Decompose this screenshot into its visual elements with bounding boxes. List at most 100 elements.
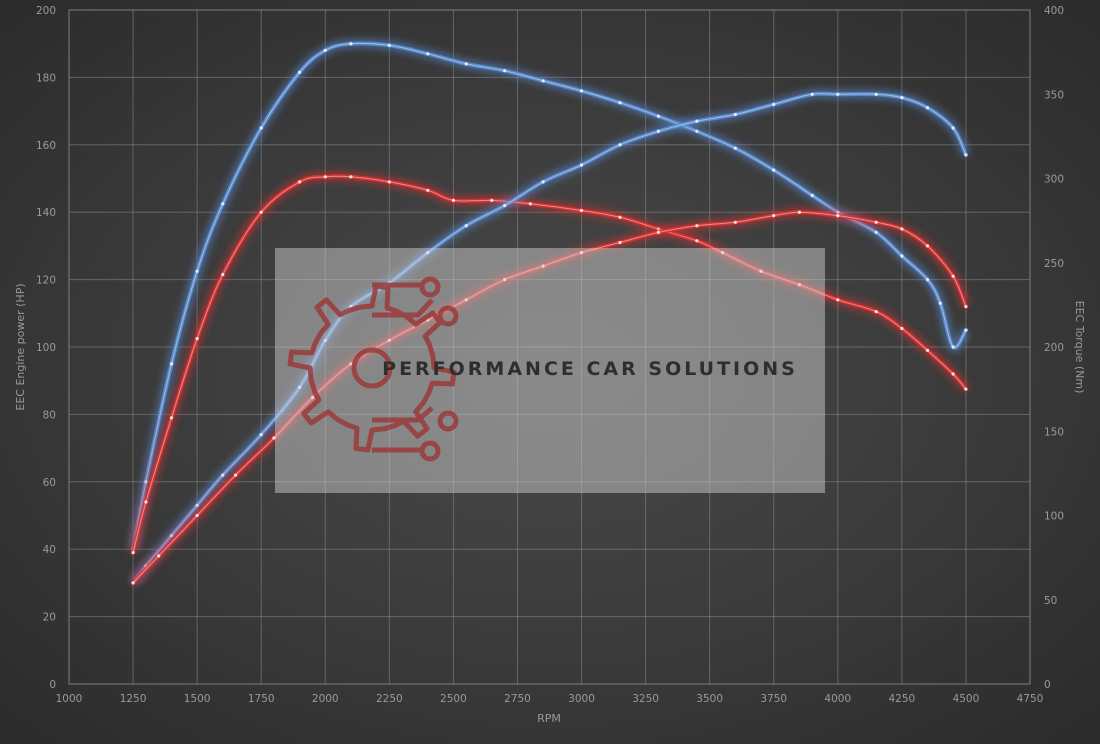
data-point [951, 345, 955, 349]
data-point [259, 126, 263, 130]
x-tick-label: 4250 [888, 693, 915, 705]
x-tick-labels: 1000 1250 1500 1750 2000 2250 2500 2750 3000 3250… [56, 693, 1044, 705]
data-point [323, 175, 327, 179]
y2-tick-label: 400 [1044, 5, 1064, 17]
data-point [733, 146, 737, 150]
y2-tick-label: 100 [1044, 511, 1064, 523]
data-point [810, 92, 814, 96]
data-point [579, 208, 584, 213]
data-point [759, 269, 763, 273]
gear-circuit-icon [287, 276, 459, 462]
data-point [695, 119, 699, 123]
data-point [503, 69, 507, 73]
x-tick-label: 4750 [1017, 693, 1044, 705]
watermark-brand-text: PERFORMANCE CAR SOLUTIONS [382, 358, 798, 380]
y-tick-label: 180 [36, 72, 56, 84]
data-point [938, 301, 942, 305]
y-tick-label: 140 [36, 207, 56, 219]
data-point [541, 264, 545, 268]
plot-frame [68, 9, 1031, 685]
y-tick-label: 160 [36, 140, 56, 152]
data-point [528, 202, 532, 206]
data-point [131, 551, 135, 555]
data-point [695, 239, 699, 243]
data-point [503, 203, 507, 208]
data-point [387, 180, 391, 184]
data-point [874, 92, 878, 96]
y-tick-label: 120 [36, 275, 56, 287]
data-point [772, 102, 776, 106]
data-point [925, 244, 930, 248]
series-3 [129, 207, 971, 586]
data-point [797, 210, 802, 214]
data-point [169, 362, 174, 366]
data-point [349, 42, 353, 46]
data-point [259, 433, 263, 437]
data-point [541, 180, 545, 184]
data-point [195, 269, 199, 273]
data-point [925, 106, 930, 110]
x-tick-label: 2000 [312, 693, 339, 705]
data-point [964, 387, 968, 391]
data-point [925, 348, 930, 352]
data-point [733, 112, 737, 117]
data-point [464, 224, 468, 228]
data-point [144, 480, 148, 484]
data-point [836, 298, 840, 302]
data-point [490, 198, 494, 202]
data-point [323, 338, 327, 342]
data-point [221, 473, 225, 477]
y2-tick-label: 50 [1044, 595, 1057, 607]
data-point [323, 48, 327, 53]
data-point [656, 114, 661, 118]
x-tick-label: 1500 [184, 693, 211, 705]
series-0 [128, 38, 970, 552]
x-tick-label: 1250 [120, 693, 147, 705]
data-point [618, 240, 622, 245]
x-tick-label: 1000 [56, 693, 83, 705]
data-point [272, 436, 276, 440]
y2-tick-label: 250 [1044, 258, 1064, 270]
data-point [298, 70, 302, 74]
y2-tick-label: 0 [1044, 679, 1051, 691]
data-point [234, 473, 238, 477]
y2-tick-label: 350 [1044, 89, 1064, 101]
data-point [874, 230, 878, 234]
y-tick-labels: 0 20 40 60 80 100 120 140 160 180 200 [36, 5, 56, 691]
data-point [810, 193, 814, 197]
data-point [426, 52, 430, 56]
data-point [900, 96, 904, 100]
data-point [195, 503, 199, 507]
y-tick-label: 20 [43, 612, 56, 624]
y-tick-label: 100 [36, 342, 56, 354]
x-tick-label: 2750 [504, 693, 531, 705]
data-point [195, 513, 199, 518]
data-point [169, 416, 174, 420]
data-point [426, 188, 430, 192]
data-point [144, 500, 148, 504]
x-tick-label: 3250 [632, 693, 659, 705]
y-tick-label: 200 [36, 5, 56, 17]
data-point [221, 272, 225, 277]
data-point [579, 163, 584, 167]
x-axis-title: RPM [537, 712, 561, 725]
data-point [618, 215, 622, 219]
data-point [874, 220, 878, 224]
data-point [900, 227, 904, 231]
data-point [900, 326, 904, 331]
data-point [349, 362, 353, 366]
data-point [464, 62, 468, 66]
data-point [964, 153, 968, 157]
data-point [298, 180, 302, 184]
data-point [900, 254, 904, 258]
data-point [579, 251, 584, 255]
data-point [221, 202, 225, 206]
x-tick-label: 4500 [953, 693, 980, 705]
x-tick-label: 3500 [696, 693, 723, 705]
data-point [797, 283, 802, 287]
data-point [195, 337, 199, 341]
y2-tick-labels: 0 50 100 150 200 250 300 350 400 [1044, 5, 1064, 691]
x-tick-label: 2250 [376, 693, 403, 705]
data-point [836, 92, 840, 96]
data-point [464, 298, 468, 302]
